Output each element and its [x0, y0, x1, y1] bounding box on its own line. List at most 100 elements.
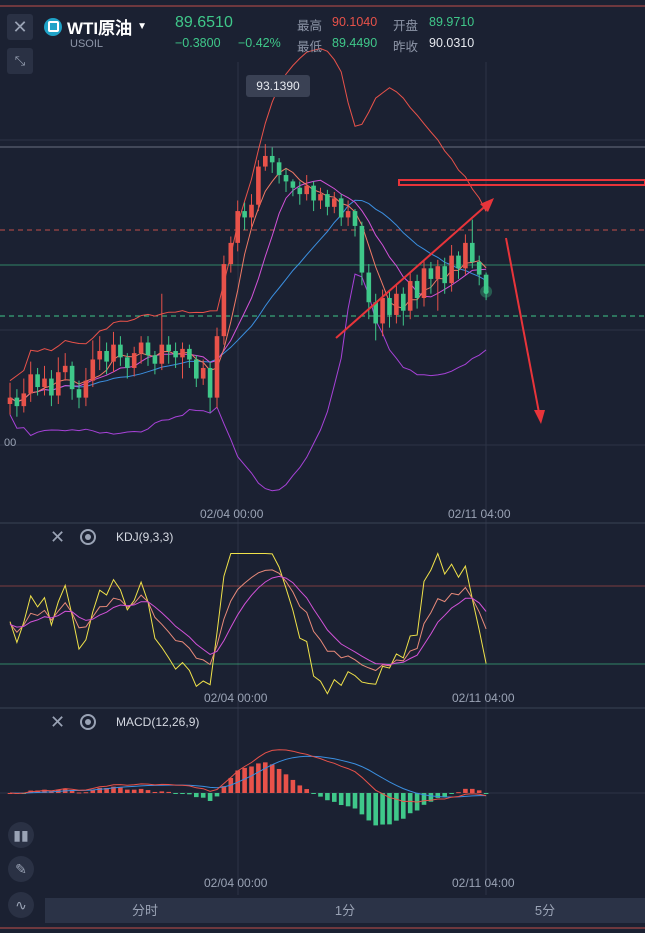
candle-body: [14, 397, 20, 407]
macd-histogram-bar: [69, 790, 75, 793]
macd-histogram-bar: [111, 786, 116, 793]
candle-body: [35, 374, 40, 388]
macd-histogram-bar: [483, 793, 489, 794]
macd-histogram-bar: [200, 793, 206, 798]
macd-histogram-bar: [325, 793, 330, 801]
up-arrowhead-annotation: [480, 198, 494, 212]
prev-close-label: 昨收: [393, 40, 419, 54]
macd-x-label-1: 02/04 00:00: [204, 876, 268, 890]
candle-body: [249, 204, 254, 218]
price-change-pct: −0.42%: [238, 36, 281, 50]
macd-histogram-bar: [173, 793, 178, 794]
kdj-x-label-1: 02/04 00:00: [204, 691, 268, 705]
candle-body: [442, 266, 447, 284]
macd-histogram-bar: [401, 793, 406, 819]
gear-icon[interactable]: [80, 714, 96, 730]
candle-body: [359, 225, 365, 273]
macd-histogram-bar: [290, 779, 296, 793]
kdj-j-line: [9, 552, 487, 695]
macd-histogram-bar: [435, 793, 441, 798]
low-label: 最低: [297, 40, 323, 54]
macd-histogram-bar: [428, 793, 434, 802]
candle-body: [7, 397, 13, 404]
candle-body: [483, 274, 489, 292]
tab-5min[interactable]: 5分: [534, 903, 556, 918]
tab-1min[interactable]: 1分: [334, 903, 356, 918]
down-arrow-annotation: [505, 237, 541, 419]
macd-histogram-bar: [83, 792, 89, 794]
candle-body: [318, 194, 323, 201]
macd-histogram-bar: [318, 793, 323, 797]
indicator-icon[interactable]: ∿: [8, 892, 34, 918]
macd-x-label-2: 02/11 04:00: [452, 876, 515, 890]
macd-histogram-bar: [214, 793, 220, 797]
kdj-panel-header: ✕ KDJ(9,3,3): [0, 525, 645, 549]
macd-histogram-bar: [138, 788, 144, 793]
close-icon[interactable]: ✕: [50, 711, 66, 732]
candle-body: [200, 367, 206, 379]
collapse-arrows-icon[interactable]: ⤡: [7, 48, 33, 74]
symbol-code: USOIL: [70, 38, 104, 50]
candle-body: [152, 355, 158, 364]
high-value: 90.1040: [332, 15, 378, 29]
lower-band-line: [9, 273, 487, 492]
macd-histogram-bar: [152, 791, 158, 793]
candle-body: [104, 351, 109, 362]
candle-body: [228, 242, 234, 265]
macd-histogram-bar: [338, 793, 344, 806]
candle-body: [97, 351, 102, 360]
macd-histogram-bar: [359, 793, 365, 815]
macd-histogram-bar: [304, 789, 309, 793]
macd-histogram-bar: [97, 787, 102, 793]
kdj-k-line: [9, 569, 487, 672]
candlestick-icon[interactable]: ▮▮: [8, 822, 34, 848]
candle-body: [125, 357, 130, 368]
upper-band-line: [9, 47, 487, 382]
close-icon[interactable]: ✕: [7, 14, 33, 40]
candle-body: [242, 211, 247, 218]
tab-timeline[interactable]: 分时: [131, 903, 158, 918]
macd-histogram-bar: [421, 793, 427, 805]
open-value: 89.9710: [429, 15, 475, 29]
macd-histogram-bar: [242, 767, 247, 793]
macd-histogram-bar: [131, 789, 137, 793]
pencil-icon[interactable]: ✎: [8, 856, 34, 882]
candle-body: [138, 342, 144, 354]
candle-body: [366, 272, 372, 303]
macd-histogram-bar: [332, 793, 337, 802]
candle-body: [118, 344, 123, 358]
candle-body: [21, 393, 27, 407]
macd-histogram-bar: [373, 793, 378, 826]
macd-histogram-bar: [366, 793, 372, 821]
candle-body: [332, 198, 337, 207]
macd-histogram-bar: [463, 788, 468, 793]
candle-body: [428, 268, 434, 279]
down-arrowhead-annotation: [534, 410, 545, 424]
candle-body: [338, 198, 344, 218]
candle-body: [456, 255, 461, 269]
macd-histogram-bar: [159, 791, 165, 793]
kdj-d-line: [9, 575, 487, 666]
candle-body: [421, 268, 427, 298]
candle-body: [221, 264, 227, 337]
macd-histogram-bar: [449, 793, 454, 794]
candle-body: [256, 166, 261, 205]
candle-body: [401, 293, 406, 311]
symbol-selector[interactable]: WTI原油 ▼: [44, 14, 147, 39]
macd-histogram-bar: [90, 789, 96, 793]
header: ✕ ⤡ WTI原油 ▼ USOIL 89.6510 −0.3800 −0.42%…: [0, 0, 645, 74]
candle-body: [111, 344, 116, 362]
macd-histogram-bar: [311, 793, 316, 794]
macd-histogram-bar: [380, 793, 385, 825]
candle-body: [173, 351, 178, 358]
close-icon[interactable]: ✕: [50, 526, 66, 547]
candle-body: [131, 353, 137, 368]
low-value: 89.4490: [332, 36, 378, 50]
macd-histogram-bar: [221, 786, 227, 793]
candle-body: [373, 302, 378, 324]
main-x-label-1: 02/04 00:00: [200, 507, 264, 521]
gear-icon[interactable]: [80, 529, 96, 545]
macd-histogram-bar: [194, 793, 199, 798]
chevron-down-icon: ▼: [137, 21, 148, 32]
